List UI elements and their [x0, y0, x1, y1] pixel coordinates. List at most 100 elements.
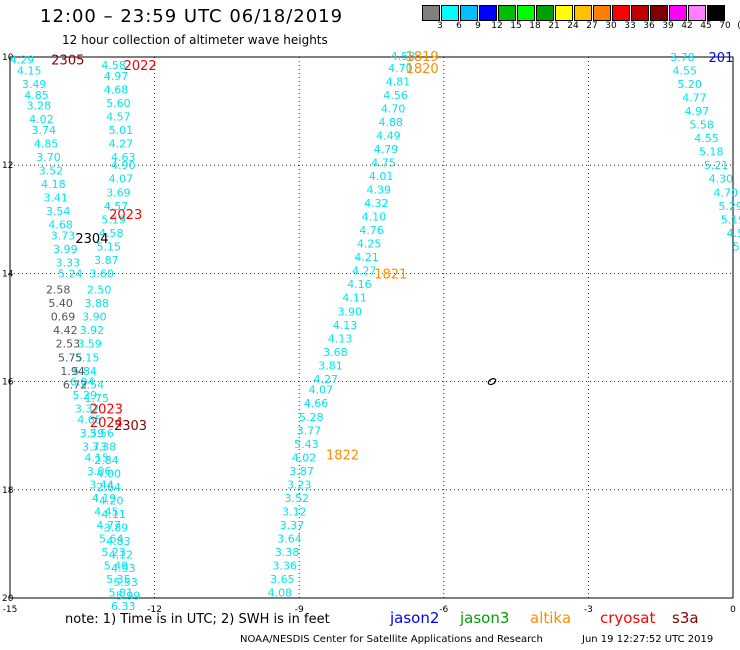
scale-label: 30	[605, 21, 617, 31]
wave-height-value: 4.15	[85, 451, 110, 464]
legend-altika: altika	[530, 609, 572, 627]
wave-height-value: 4.5	[727, 227, 740, 240]
wave-height-value: 5.18	[699, 146, 724, 159]
wave-height-value: 4.02	[29, 113, 54, 126]
wave-height-value: 5.53	[113, 576, 138, 589]
wave-height-value: 4.76	[359, 224, 384, 237]
wave-height-value: 4.45	[94, 505, 119, 518]
pass-label: 2303	[114, 419, 147, 434]
wave-height-value: 4.15	[17, 65, 42, 78]
scale-label: 12	[491, 21, 503, 31]
wave-height-value: 3.33	[56, 257, 81, 270]
wave-height-value: 5.29	[72, 389, 97, 402]
wave-height-value: 3.60	[89, 267, 114, 280]
scale-label: 42	[681, 21, 693, 31]
pass-label: 1819	[406, 50, 439, 65]
scale-label: 3	[437, 21, 443, 31]
wave-height-value: 4.13	[333, 319, 358, 332]
wave-height-value: 1.75	[85, 392, 110, 405]
pass-label: 201	[709, 51, 734, 66]
wave-height-value: 3.49	[22, 78, 47, 91]
wave-height-value: 4.18	[41, 178, 66, 191]
wave-height-value: 4.57	[104, 200, 129, 213]
wave-height-value: 4.70	[714, 186, 739, 199]
scale-swatch	[441, 5, 459, 21]
wave-height-value: 4.55	[673, 65, 698, 78]
x-tick-label: -3	[584, 605, 593, 615]
x-tick-label: -9	[295, 605, 304, 615]
scale-swatch	[631, 5, 649, 21]
wave-height-value: 4.79	[374, 143, 399, 156]
wave-height-value: 3.88	[85, 297, 110, 310]
wave-height-value: 3.74	[31, 124, 56, 137]
wave-height-value: 4.27	[313, 373, 338, 386]
wave-height-value: 5.	[733, 240, 740, 253]
wave-height-value: 5.29	[718, 200, 740, 213]
wave-height-value: 3.12	[282, 505, 307, 518]
wave-height-value: 3.23	[287, 478, 312, 491]
wave-height-value: 4.83	[106, 535, 131, 548]
y-tick-label: 20	[2, 594, 14, 604]
y-tick-label: 12	[2, 161, 13, 171]
wave-height-value: 5.58	[689, 119, 714, 132]
wave-height-value: 3.65	[270, 573, 295, 586]
island-outline	[487, 378, 497, 386]
wave-height-value: 5.43	[294, 438, 319, 451]
wave-height-value: 3.81	[318, 359, 343, 372]
scale-swatch	[517, 5, 535, 21]
scale-label: 15	[510, 21, 522, 31]
wave-height-value: 4.56	[383, 89, 408, 102]
wave-height-value: 5.64	[99, 532, 124, 545]
wave-height-value: 3.54	[46, 205, 71, 218]
y-tick-label: 14	[2, 269, 14, 279]
scale-swatch	[460, 5, 478, 21]
wave-height-value: 3.37	[280, 519, 305, 532]
wave-height-value: 4.32	[364, 197, 389, 210]
x-tick-label: 0	[730, 605, 736, 615]
wave-height-value: 5.84	[72, 365, 97, 378]
legend-jason3: jason3	[460, 609, 510, 627]
wave-height-value: 3.89	[104, 522, 129, 535]
wave-height-value: 4.25	[357, 238, 382, 251]
wave-height-value: 4.30	[709, 173, 734, 186]
wave-height-value: 2.50	[87, 284, 112, 297]
wave-height-value: 4.07	[109, 173, 134, 186]
wave-height-value: 4.00	[97, 468, 122, 481]
x-tick-label: -12	[147, 605, 162, 615]
scale-label: 9	[475, 21, 481, 31]
scale-label: 27	[586, 21, 598, 31]
wave-height-value: 3.64	[277, 532, 302, 545]
wave-height-value: 4.93	[111, 562, 136, 575]
scale-label: 6	[456, 21, 462, 31]
scale-label: 39	[662, 21, 674, 31]
wave-height-value: 4.85	[34, 138, 59, 151]
wave-height-value: 4.77	[682, 92, 707, 105]
y-tick-label: 18	[2, 486, 14, 496]
scale-label: 45	[700, 21, 712, 31]
wave-height-value: 3.68	[323, 346, 348, 359]
footer-timestamp: Jun 19 12:27:52 UTC 2019	[582, 634, 714, 645]
wave-height-value: 4.55	[694, 132, 719, 145]
pass-label: 1820	[406, 62, 439, 77]
wave-height-value: 3.73	[82, 441, 107, 454]
wave-height-value: 4.81	[386, 75, 411, 88]
wave-height-value: 3.38	[275, 546, 300, 559]
scale-swatch	[650, 5, 668, 21]
wave-height-value: 3.90	[82, 311, 107, 324]
wave-height-value: 3.77	[297, 424, 322, 437]
wave-height-value: 6.04	[70, 376, 95, 389]
footer-credit: NOAA/NESDIS Center for Satellite Applica…	[240, 634, 543, 645]
wave-height-value: 3.59	[80, 427, 105, 440]
wave-height-value: 4.70	[381, 102, 406, 115]
wave-height-value: 4.88	[379, 116, 404, 129]
wave-height-value: 4.11	[342, 292, 367, 305]
scale-swatch	[707, 5, 725, 21]
wave-height-value: 4.97	[685, 105, 710, 118]
wave-height-value: 4.57	[106, 111, 131, 124]
wave-height-value: 5.99	[116, 589, 141, 602]
wave-height-value: 3.52	[39, 165, 64, 178]
wave-height-value: 4.66	[304, 397, 329, 410]
scale-label: 33	[624, 21, 636, 31]
wave-height-value: 5.01	[109, 124, 134, 137]
scale-label: 70	[719, 21, 731, 31]
